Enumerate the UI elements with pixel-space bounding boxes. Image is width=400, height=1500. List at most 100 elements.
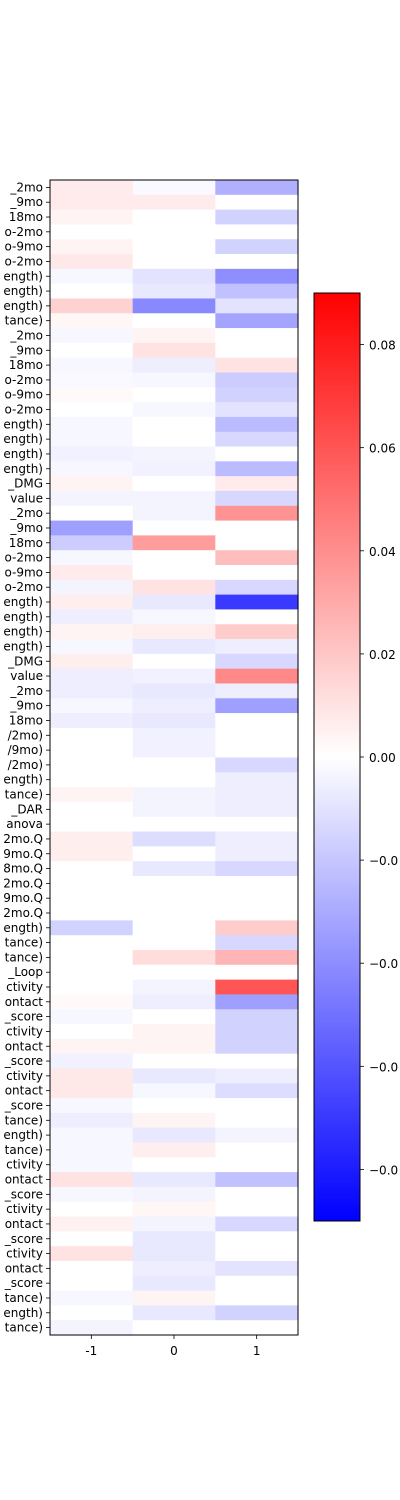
heatmap-cell	[50, 328, 134, 344]
heatmap-cell	[132, 964, 216, 981]
heatmap-cell	[50, 1260, 134, 1277]
heatmap-cell	[50, 1216, 134, 1232]
heatmap-cell	[132, 342, 216, 359]
heatmap-cell	[215, 461, 299, 477]
heatmap-cell	[132, 594, 216, 611]
heatmap-cell	[50, 1305, 134, 1321]
heatmap-cell	[215, 920, 299, 936]
heatmap-cell	[132, 283, 216, 300]
x-tick-label: -1	[85, 1344, 97, 1358]
y-tick-label: value	[10, 669, 43, 683]
heatmap-cell	[215, 328, 299, 344]
heatmap-cell	[215, 550, 299, 566]
heatmap-cell	[215, 1098, 299, 1114]
heatmap-cell	[215, 1112, 299, 1129]
y-tick-label: _DMG	[7, 654, 43, 668]
colorbar-tick-label: 0.00	[369, 751, 396, 765]
heatmap-cell	[132, 1246, 216, 1262]
colorbar-tick-label: −0.0	[369, 957, 398, 971]
heatmap-cell	[215, 994, 299, 1010]
heatmap-cell	[50, 565, 134, 581]
y-tick-label: 18mo	[9, 358, 43, 372]
heatmap-cell	[215, 609, 299, 625]
heatmap-cell	[132, 298, 216, 314]
heatmap-cell	[132, 446, 216, 462]
heatmap-cell	[132, 950, 216, 966]
heatmap-cell	[132, 476, 216, 492]
heatmap-cell	[132, 1260, 216, 1277]
y-tick-label: o-2mo	[4, 225, 43, 239]
y-tick-label: _score	[4, 1010, 43, 1024]
y-tick-label: ctivity	[6, 1247, 43, 1261]
y-tick-label: ontact	[5, 995, 44, 1009]
heatmap-cell	[132, 698, 216, 714]
heatmap-cell	[215, 1068, 299, 1084]
heatmap-cell	[132, 372, 216, 388]
y-tick-label: o-2mo	[4, 551, 43, 565]
heatmap-cell	[50, 505, 134, 522]
heatmap-cell	[215, 1260, 299, 1277]
heatmap-cell	[132, 1127, 216, 1144]
heatmap-cell	[215, 890, 299, 907]
heatmap-cell	[50, 431, 134, 448]
heatmap-cell	[50, 387, 134, 403]
heatmap-cell	[50, 653, 134, 670]
heatmap-cell	[215, 239, 299, 255]
heatmap-cell	[132, 209, 216, 226]
heatmap-cell	[50, 180, 134, 196]
y-tick-label: _2mo	[9, 684, 43, 698]
y-tick-label: tance)	[5, 950, 43, 964]
x-axis: -1 0 1	[85, 1335, 260, 1358]
heatmap-cell	[215, 683, 299, 699]
heatmap-cell	[132, 742, 216, 759]
heatmap-cell	[215, 298, 299, 314]
heatmap-cell	[215, 653, 299, 670]
heatmap-cell	[215, 357, 299, 374]
heatmap-cell	[50, 1290, 134, 1306]
heatmap-cell	[50, 1127, 134, 1144]
y-tick-label: ontact	[5, 1261, 44, 1275]
heatmap-cell	[215, 816, 299, 833]
heatmap-cell	[132, 920, 216, 936]
heatmap-cell	[50, 239, 134, 255]
y-tick-label: o-9mo	[4, 240, 43, 254]
heatmap-cell	[215, 565, 299, 581]
heatmap-cell	[50, 594, 134, 611]
heatmap-cell	[132, 565, 216, 581]
heatmap-cell	[50, 194, 134, 211]
heatmap-cell	[215, 594, 299, 611]
heatmap-cell	[132, 520, 216, 536]
heatmap-cell	[50, 979, 134, 996]
heatmap-cell	[215, 964, 299, 981]
heatmap-cell	[215, 1231, 299, 1247]
heatmap-cell	[132, 505, 216, 522]
heatmap-cell	[50, 920, 134, 936]
heatmap-cell	[132, 254, 216, 270]
heatmap-cell	[215, 342, 299, 359]
heatmap-cell	[132, 1290, 216, 1306]
heatmap-cell	[215, 431, 299, 448]
y-tick-label: value	[10, 491, 43, 505]
heatmap-cell	[50, 668, 134, 685]
heatmap-cell	[215, 1320, 299, 1336]
heatmap-cell	[132, 831, 216, 847]
heatmap-cell	[215, 520, 299, 536]
heatmap-cell	[132, 979, 216, 996]
heatmap-cell	[132, 224, 216, 240]
heatmap-cell	[50, 283, 134, 300]
heatmap-cell	[215, 1038, 299, 1055]
heatmap-cell	[50, 861, 134, 877]
y-tick-label: 2mo.Q	[3, 832, 43, 846]
heatmap-cell	[132, 1009, 216, 1025]
heatmap-cell	[132, 653, 216, 670]
y-tick-label: _DMG	[7, 477, 43, 491]
y-tick-label: _2mo	[9, 506, 43, 520]
heatmap-cell	[50, 1009, 134, 1025]
heatmap-cell	[215, 1127, 299, 1144]
heatmap-cell	[215, 624, 299, 640]
heatmap-cell	[50, 964, 134, 981]
heatmap-cell	[50, 698, 134, 714]
heatmap-cell	[132, 1172, 216, 1188]
heatmap-cell	[50, 1038, 134, 1055]
